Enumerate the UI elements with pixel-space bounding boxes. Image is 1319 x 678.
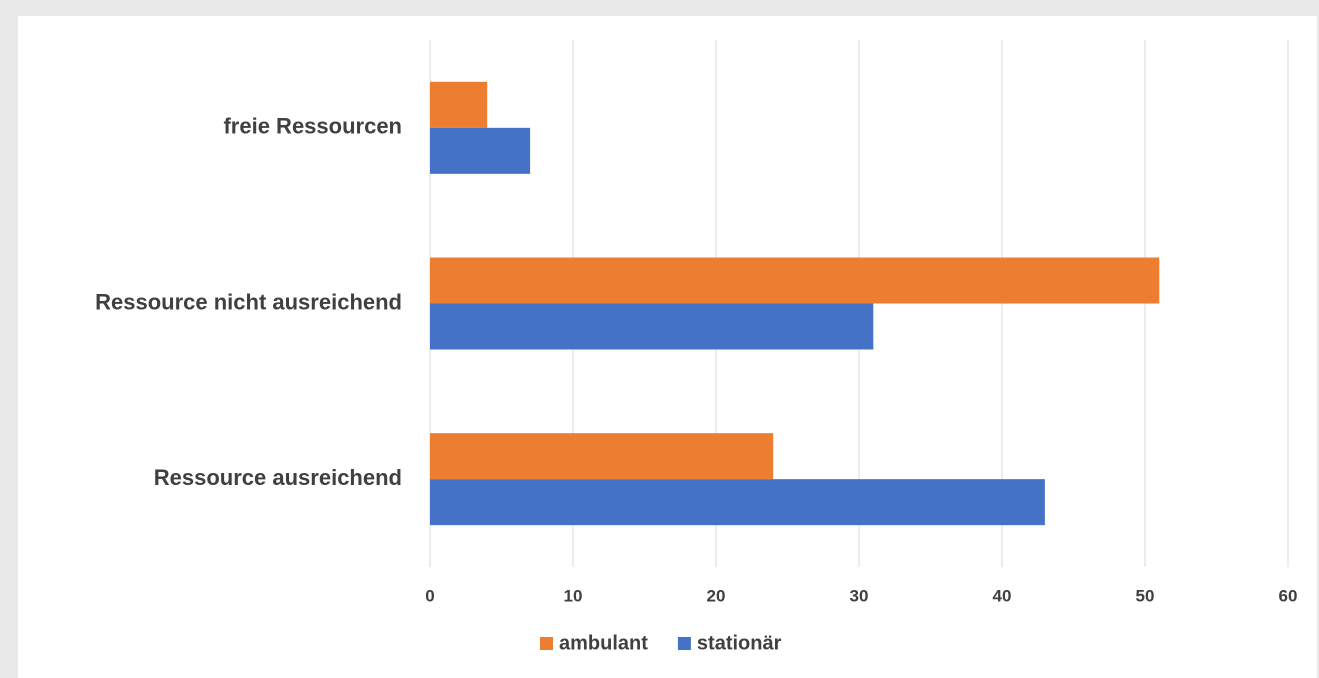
bar — [430, 303, 874, 350]
x-tick-label: 50 — [1136, 586, 1155, 605]
bar — [430, 479, 1045, 526]
x-tick-label: 40 — [993, 586, 1012, 605]
legend-label: stationär — [697, 632, 782, 654]
legend-label: ambulant — [559, 632, 648, 654]
bar — [430, 81, 488, 128]
x-tick-label: 60 — [1279, 586, 1298, 605]
bar — [430, 257, 1160, 304]
x-tick-label: 30 — [850, 586, 869, 605]
x-tick-label: 10 — [564, 586, 583, 605]
x-tick-label: 0 — [425, 586, 434, 605]
y-tick-label: Ressource ausreichend — [154, 465, 402, 490]
x-tick-label: 20 — [707, 586, 726, 605]
bar — [430, 433, 774, 480]
y-tick-label: Ressource nicht ausreichend — [95, 289, 402, 314]
y-tick-label: freie Ressourcen — [223, 114, 402, 139]
bar — [430, 127, 531, 174]
legend-swatch — [677, 637, 691, 650]
legend-swatch — [540, 637, 553, 650]
